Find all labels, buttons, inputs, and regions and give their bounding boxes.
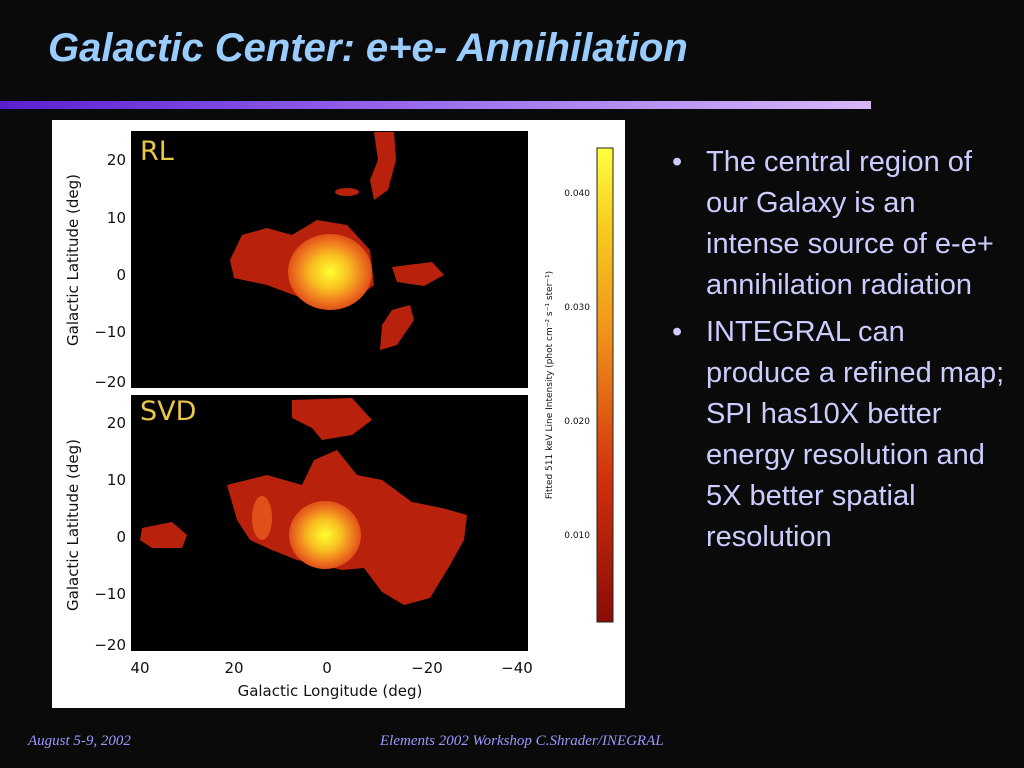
slide-title: Galactic Center: e+e- Annihilation [48,26,688,70]
y-axis-label: Galactic Latitude (deg) [64,439,82,611]
bullet: INTEGRAL can produce a refined map; SPI … [670,312,1015,558]
y-axis-label: Galactic Latitude (deg) [64,174,82,346]
y-tick-label: −20 [94,636,126,654]
emission-core [289,501,361,569]
y-tick-label: −10 [94,323,126,341]
y-tick-label: 10 [107,471,126,489]
panel-label: SVD [140,396,196,427]
x-tick-label: 40 [130,659,149,677]
colorbar-tick-label: 0.030 [564,303,590,313]
y-tick-label: 20 [107,151,126,169]
bullet: The central region of our Galaxy is an i… [670,142,1015,306]
footer-date: August 5-9, 2002 [28,733,131,749]
x-tick-label: −40 [501,659,533,677]
x-tick-label: −20 [411,659,443,677]
colorbar-tick-label: 0.010 [564,531,590,541]
bullet-list: The central region of our Galaxy is an i… [670,142,1015,564]
y-tick-label: −20 [94,373,126,391]
title-rule [0,101,871,109]
y-tick-label: 20 [107,414,126,432]
colorbar-tick-label: 0.040 [564,189,590,199]
y-tick-label: 10 [107,209,126,227]
y-tick-label: 0 [116,528,126,546]
colorbar [596,147,614,623]
y-tick-label: 0 [116,266,126,284]
colorbar-label: Fitted 511 keV Line Intensity (phot cm⁻²… [545,271,555,499]
emission-core [288,234,372,310]
panel-label: RL [140,136,174,167]
emission-core [252,496,272,540]
x-tick-label: 0 [322,659,332,677]
y-tick-label: −10 [94,585,126,603]
footer-credit: Elements 2002 Workshop C.Shrader/INEGRAL [380,733,664,749]
x-axis-label: Galactic Longitude (deg) [238,682,423,700]
x-tick-label: 20 [224,659,243,677]
colorbar-tick-label: 0.020 [564,417,590,427]
figure: RL SVD 20 10 0 −10 −20 20 10 0 −10 −20 G… [52,120,625,708]
